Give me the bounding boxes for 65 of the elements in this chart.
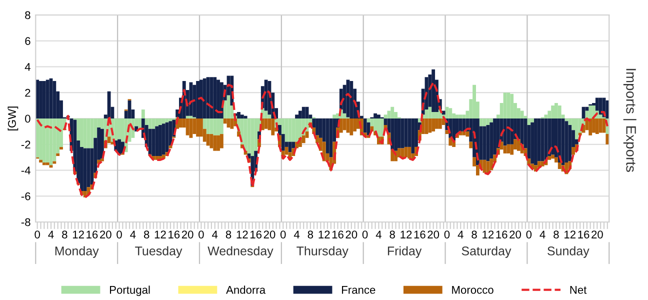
x-tick-label: 12 [154, 230, 166, 238]
text: Friday [388, 246, 422, 258]
x-tick-label: 4 [130, 230, 136, 238]
text: Tuesday [135, 246, 182, 258]
x-tick-label: 0 [198, 230, 204, 238]
x-tick-label: 12 [564, 230, 576, 238]
x-tick-label: 20 [100, 230, 112, 238]
legend-label: Morocco [452, 286, 494, 294]
x-tick-label: 8 [308, 230, 314, 238]
x-tick-label: 16 [496, 230, 508, 238]
x-tick-label: 12 [318, 230, 330, 238]
text: Saturday [462, 246, 512, 258]
x-tick-label: 8 [226, 230, 232, 238]
legend-label: Portugal [110, 286, 150, 296]
x-tick-label: 20 [264, 230, 276, 238]
y-tick-label: 2 [25, 88, 30, 97]
x-tick-label: 0 [444, 230, 450, 238]
x-tick-label: 8 [554, 230, 559, 238]
text: Wednesday [208, 246, 274, 258]
x-tick-label: 16 [414, 230, 426, 238]
y-tick-label: 6 [25, 37, 30, 46]
y-tick-label: 8 [25, 11, 30, 20]
y-tick-label: -6 [21, 192, 30, 200]
x-tick-label: 0 [362, 230, 368, 238]
x-tick-label: 0 [116, 230, 122, 238]
y-tick-label: -8 [21, 218, 30, 226]
x-tick-label: 4 [458, 230, 464, 238]
x-tick-label: 20 [182, 230, 194, 238]
x-tick-label: 8 [62, 230, 68, 238]
x-tick-label: 16 [86, 230, 98, 238]
legend-label: Net [570, 286, 587, 294]
x-tick-label: 20 [346, 230, 358, 238]
x-tick-label: 4 [540, 230, 546, 238]
text: Thursday [296, 246, 348, 258]
x-tick-label: 0 [34, 230, 40, 238]
y-tick-label: 4 [24, 63, 30, 71]
x-tick-label: 0 [280, 230, 286, 238]
text: Imports | Exports [623, 68, 636, 172]
x-tick-label: 4 [212, 230, 218, 238]
text: Monday [55, 246, 99, 258]
x-tick-label: 12 [482, 230, 494, 238]
text: Sunday [548, 246, 590, 258]
x-tick-label: 12 [400, 230, 412, 238]
x-tick-label: 20 [592, 230, 603, 238]
x-tick-label: 4 [48, 230, 54, 238]
y-axis-title: [GW] [8, 106, 18, 130]
x-tick-label: 16 [332, 230, 344, 238]
x-tick-label: 4 [294, 230, 300, 238]
legend-label: France [342, 286, 376, 294]
x-tick-label: 12 [236, 230, 248, 238]
legend-label: Andorra [226, 286, 266, 294]
y-tick-label: 0 [25, 114, 30, 123]
x-tick-label: 8 [390, 230, 395, 238]
x-tick-label: 8 [472, 230, 477, 238]
x-tick-label: 12 [72, 230, 84, 238]
y-tick-label: -2 [21, 140, 30, 148]
x-tick-label: 8 [144, 230, 150, 238]
x-tick-label: 20 [428, 230, 440, 238]
x-tick-label: 16 [168, 230, 180, 238]
x-tick-label: 0 [526, 230, 532, 238]
x-tick-label: 4 [376, 230, 382, 238]
y-tick-label: -4 [21, 166, 30, 174]
x-tick-label: 20 [510, 230, 521, 238]
x-tick-label: 16 [578, 230, 590, 238]
x-tick-label: 16 [250, 230, 262, 238]
